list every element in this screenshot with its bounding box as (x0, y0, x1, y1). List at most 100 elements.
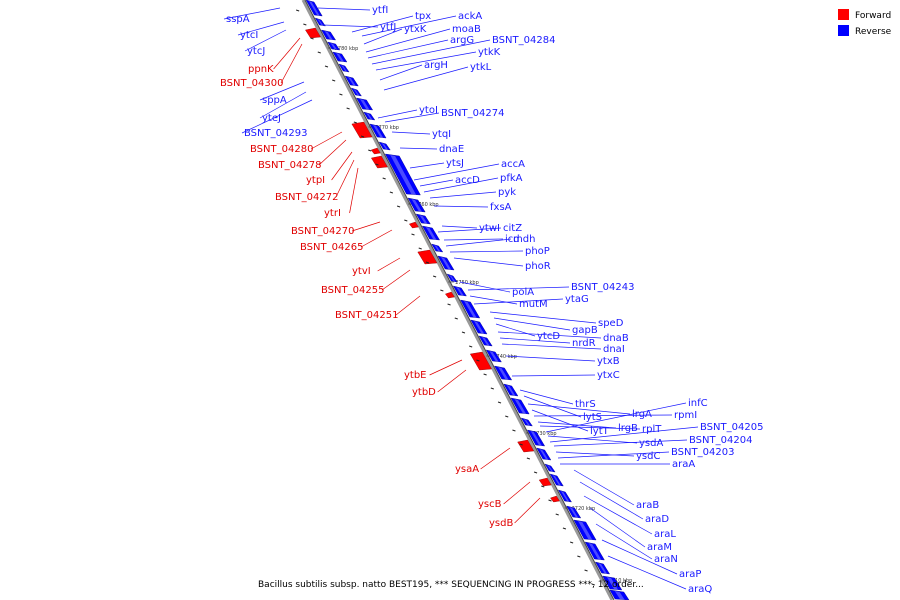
gene-label-bsnt-04270[interactable]: BSNT_04270 (291, 226, 354, 237)
gene-label-accd[interactable]: accD (455, 175, 480, 186)
gene-label-moab[interactable]: moaB (452, 24, 481, 35)
gene-label-ytej[interactable]: yteJ (262, 113, 281, 124)
gene-label-sspa[interactable]: sspA (226, 14, 250, 25)
gene-label-arab[interactable]: araB (636, 500, 659, 511)
gene-label-mdh[interactable]: mdh (513, 234, 535, 245)
label-leader-line (579, 481, 644, 520)
gene-label-acka[interactable]: ackA (458, 11, 482, 22)
gene-label-ytkl[interactable]: ytkL (470, 62, 492, 73)
gene-label-ytoi[interactable]: ytoI (419, 105, 438, 116)
label-leader-line (259, 81, 305, 101)
forward-gene-block (408, 221, 419, 229)
gene-label-pfka[interactable]: pfkA (500, 173, 523, 184)
map-caption: Bacillus subtilis subsp. natto BEST195, … (258, 580, 644, 590)
gene-label-tpx[interactable]: tpx (415, 11, 431, 22)
gene-label-ytci[interactable]: ytcI (240, 30, 258, 41)
label-leader-line (441, 225, 478, 229)
gene-label-citz[interactable]: citZ (503, 223, 522, 234)
gene-label-bsnt-04293[interactable]: BSNT_04293 (244, 128, 307, 139)
gene-label-ytsj[interactable]: ytsJ (446, 158, 464, 169)
gene-label-ytvi[interactable]: ytvI (352, 266, 371, 277)
gene-label-arap[interactable]: araP (679, 569, 701, 580)
gene-label-ytqi[interactable]: ytqI (432, 129, 451, 140)
gene-label-ytkk[interactable]: ytkK (478, 47, 501, 58)
gene-label-ytfi[interactable]: ytfI (372, 5, 388, 16)
gene-label-lrga[interactable]: lrgA (632, 409, 652, 420)
gene-label-ysdb[interactable]: ysdB (489, 518, 513, 529)
gene-label-nrdr[interactable]: nrdR (572, 338, 596, 349)
gene-label-araa[interactable]: araA (672, 459, 695, 470)
gene-label-ytbe[interactable]: ytbE (404, 370, 427, 381)
gene-label-dnae[interactable]: dnaE (439, 144, 464, 155)
gene-label-bsnt-04204[interactable]: BSNT_04204 (689, 435, 752, 446)
label-leader-line (349, 167, 359, 214)
gene-label-argh[interactable]: argH (424, 60, 448, 71)
gene-label-phop[interactable]: phoP (525, 246, 550, 257)
gene-label-ysdc[interactable]: ysdC (636, 451, 660, 462)
gene-label-argg[interactable]: argG (450, 35, 474, 46)
gene-label-mutm[interactable]: mutM (519, 299, 548, 310)
gene-label-aral[interactable]: araL (654, 529, 676, 540)
gene-label-bsnt-04280[interactable]: BSNT_04280 (250, 144, 313, 155)
gene-label-lytt[interactable]: lytT (590, 426, 610, 437)
gene-label-lyts[interactable]: lytS (583, 412, 602, 423)
reverse-gene-highlight (335, 53, 345, 62)
gene-label-bsnt-04265[interactable]: BSNT_04265 (300, 242, 363, 253)
gene-label-ppnk[interactable]: ppnK (248, 64, 274, 75)
gene-label-bsnt-04274[interactable]: BSNT_04274 (441, 108, 504, 119)
gene-label-bsnt-04203[interactable]: BSNT_04203 (671, 447, 734, 458)
gene-label-bsnt-04205[interactable]: BSNT_04205 (700, 422, 763, 433)
forward-gene-block (445, 291, 455, 299)
gene-label-phor[interactable]: phoR (525, 261, 551, 272)
feature-tick (346, 107, 350, 110)
gene-label-bsnt-04272[interactable]: BSNT_04272 (275, 192, 338, 203)
gene-label-bsnt-04251[interactable]: BSNT_04251 (335, 310, 398, 321)
gene-label-thrs[interactable]: thrS (575, 399, 596, 410)
gene-label-infc[interactable]: infC (688, 398, 708, 409)
gene-label-arad[interactable]: araD (645, 514, 669, 525)
gene-label-fxsa[interactable]: fxsA (490, 202, 512, 213)
gene-label-ytcd[interactable]: ytcD (537, 331, 560, 342)
gene-label-sped[interactable]: speD (598, 318, 624, 329)
gene-label-ytbd[interactable]: ytbD (412, 387, 436, 398)
gene-label-pola[interactable]: polA (512, 287, 534, 298)
feature-tick (411, 233, 415, 236)
gene-label-ytcj[interactable]: ytcJ (247, 46, 265, 57)
gene-label-ytpi[interactable]: ytpI (306, 175, 325, 186)
gene-label-ytri[interactable]: ytrI (324, 208, 341, 219)
label-leader-line (429, 191, 497, 199)
gene-label-aram[interactable]: araM (647, 542, 672, 553)
gene-label-ytwi[interactable]: ytwI (479, 223, 500, 234)
gene-label-ysda[interactable]: ysdA (639, 438, 663, 449)
label-leader-line (363, 28, 403, 45)
gene-label-aran[interactable]: araN (654, 554, 678, 565)
gene-label-yscb[interactable]: yscB (478, 499, 502, 510)
gene-label-gapb[interactable]: gapB (572, 325, 598, 336)
gene-label-acca[interactable]: accA (501, 159, 525, 170)
gene-label-ytxb[interactable]: ytxB (597, 356, 620, 367)
gene-label-bsnt-04278[interactable]: BSNT_04278 (258, 160, 321, 171)
gene-label-ysaa[interactable]: ysaA (455, 464, 479, 475)
label-leader-line (607, 555, 687, 590)
gene-label-lrgb[interactable]: lrgB (618, 423, 638, 434)
gene-label-sppa[interactable]: sppA (262, 95, 287, 106)
gene-label-dnai[interactable]: dnaI (603, 344, 625, 355)
gene-label-ytfj[interactable]: ytfJ (380, 22, 396, 33)
gene-label-icd[interactable]: icd (505, 234, 520, 245)
gene-label-bsnt-04243[interactable]: BSNT_04243 (571, 282, 634, 293)
feature-tick (332, 79, 336, 82)
gene-label-bsnt-04255[interactable]: BSNT_04255 (321, 285, 384, 296)
gene-label-dnab[interactable]: dnaB (603, 333, 629, 344)
label-leader-line (511, 374, 596, 377)
gene-label-ytxk[interactable]: ytxK (404, 24, 427, 35)
gene-label-rplt[interactable]: rplT (642, 424, 662, 435)
gene-label-ytag[interactable]: ytaG (565, 294, 589, 305)
gene-label-araq[interactable]: araQ (688, 584, 712, 595)
tick-label: 2730 kbp (533, 431, 557, 437)
scale-ticks: 2780 kbp 2770 kbp 2760 kbp 2750 kbp 2740 kbp… (327, 46, 632, 584)
gene-label-bsnt-04284[interactable]: BSNT_04284 (492, 35, 555, 46)
gene-label-rpmi[interactable]: rpmI (674, 410, 697, 421)
gene-label-bsnt-04300[interactable]: BSNT_04300 (220, 78, 283, 89)
gene-label-ytxc[interactable]: ytxC (597, 370, 620, 381)
gene-label-pyk[interactable]: pyk (498, 187, 516, 198)
